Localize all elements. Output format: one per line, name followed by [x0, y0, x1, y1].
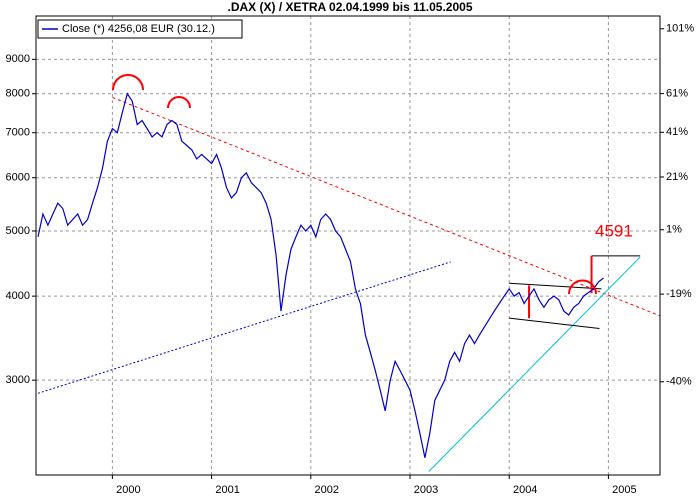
y-tick-label: 5000 — [6, 225, 30, 237]
y-tick-label: 8000 — [6, 88, 30, 100]
y-tick-label: 3000 — [6, 374, 30, 386]
top-arc — [167, 96, 191, 109]
y2-tick-label: 1% — [666, 224, 682, 236]
y-tick-label: 6000 — [6, 172, 30, 184]
legend — [37, 19, 243, 39]
y2-tick-label: 21% — [666, 171, 688, 183]
price-line — [37, 92, 604, 458]
y2-tick-label: -40% — [666, 376, 692, 388]
y-tick-label: 4000 — [6, 290, 30, 302]
x-tick-label: 2000 — [116, 484, 140, 496]
y-tick-label: 7000 — [6, 127, 30, 139]
x-tick-label: 2002 — [315, 484, 339, 496]
legend-label: Close (*) 4256,08 EUR (30.12.) — [62, 23, 215, 35]
trend-line — [428, 256, 641, 472]
y-tick-label: 9000 — [6, 53, 30, 65]
x-tick-label: 2001 — [215, 484, 239, 496]
y2-tick-label: -19% — [666, 288, 692, 300]
y2-tick-label: 41% — [666, 126, 688, 138]
trend-line — [509, 317, 600, 330]
x-tick-label: 2005 — [612, 484, 636, 496]
annotation: 4591 — [595, 221, 633, 240]
x-tick-label: 2004 — [513, 484, 537, 496]
y2-tick-label: 101% — [666, 23, 694, 35]
trend-line — [37, 261, 451, 394]
chart-title: .DAX (X) / XETRA 02.04.1999 bis 11.05.20… — [227, 0, 472, 14]
y2-tick-label: 61% — [666, 87, 688, 99]
x-tick-label: 2003 — [414, 484, 438, 496]
top-arc — [112, 74, 144, 91]
trend-line — [509, 282, 602, 290]
trend-line — [112, 96, 661, 317]
plot-area: 3000 4000 5000 6000 7000 8000 9000 -40% -19% 1% 21… — [6, 16, 694, 496]
plot-frame — [35, 15, 661, 476]
top-arc — [568, 279, 597, 295]
